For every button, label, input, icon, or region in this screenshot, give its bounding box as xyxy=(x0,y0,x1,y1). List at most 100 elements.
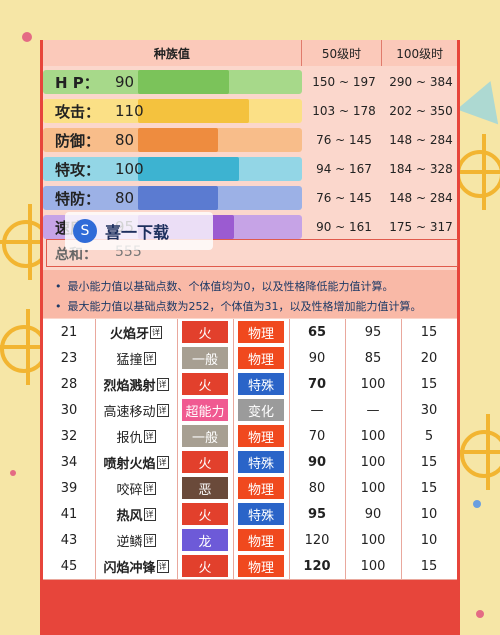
category-badge: 物理 xyxy=(238,529,284,551)
download-watermark[interactable]: S 喜一下载 xyxy=(65,212,213,250)
move-pp: 15 xyxy=(420,454,438,470)
move-type-cell: 一般 xyxy=(177,423,234,449)
move-name-cell: 咬碎详 xyxy=(95,475,178,501)
move-category-cell: 特殊 xyxy=(233,449,290,475)
total-label: 总和： xyxy=(55,247,97,263)
move-pp: 30 xyxy=(420,402,438,418)
move-name[interactable]: 喷射火焰 xyxy=(103,456,156,472)
stat-range-lv50: 94 ~ 167 xyxy=(316,162,372,176)
detail-link-badge[interactable]: 详 xyxy=(143,533,156,547)
category-badge: 物理 xyxy=(238,425,284,447)
detail-link-badge[interactable]: 详 xyxy=(156,403,169,417)
stat-bar xyxy=(138,186,218,210)
stat-bar xyxy=(138,99,249,123)
stats-section: 种族值 50级时 100级时 H P： 90 150 ~ 197 290 ~ 384 攻… xyxy=(43,40,458,320)
move-category-cell: 物理 xyxy=(233,475,290,501)
move-row[interactable]: 28 烈焰溅射详火特殊 70 100 15 xyxy=(43,371,457,398)
stat-range-lv50: 150 ~ 197 xyxy=(312,75,376,89)
move-name[interactable]: 热风 xyxy=(116,508,143,524)
lv100-header: 100级时 xyxy=(396,46,444,61)
move-level: 23 xyxy=(43,345,96,371)
stat-range-lv100: 148 ~ 284 xyxy=(389,133,453,147)
move-name[interactable]: 猛撞 xyxy=(116,352,143,368)
detail-link-badge[interactable]: 详 xyxy=(150,325,162,339)
move-name[interactable]: 逆鳞 xyxy=(116,534,143,550)
move-type-cell: 龙 xyxy=(177,527,234,553)
move-row[interactable]: 34 喷射火焰详火特殊 90 100 15 xyxy=(43,449,457,476)
base-stat-header: 种族值 xyxy=(43,40,302,66)
stat-range-lv100: 202 ~ 350 xyxy=(389,104,453,118)
note-max: 最大能力值以基础点数为252，个体值为31，以及性格增加能力值计算。 xyxy=(55,298,422,314)
move-level: 41 xyxy=(43,501,96,527)
move-name[interactable]: 咬碎 xyxy=(116,482,143,498)
detail-link-badge[interactable]: 详 xyxy=(143,429,156,443)
move-row[interactable]: 21 火焰牙详火物理 65 95 15 xyxy=(43,319,457,346)
move-power: 90 xyxy=(289,449,346,475)
move-accuracy: 100 xyxy=(345,553,402,579)
move-type-cell: 超能力 xyxy=(177,397,234,423)
stat-range-lv100: 175 ~ 317 xyxy=(389,220,453,234)
move-row[interactable]: 45 闪焰冲锋详火物理 120 100 15 xyxy=(43,553,457,580)
detail-link-badge[interactable]: 详 xyxy=(156,455,169,469)
stat-name: 特攻： xyxy=(55,160,101,179)
move-name-cell: 高速移动详 xyxy=(95,397,178,423)
stat-bar xyxy=(138,128,218,152)
lv50-header: 50级时 xyxy=(302,40,383,66)
move-name-cell: 烈焰溅射详 xyxy=(95,371,178,397)
move-category-cell: 物理 xyxy=(233,345,290,371)
stat-range-lv100: 290 ~ 384 xyxy=(389,75,453,89)
move-row[interactable]: 23 猛撞详一般 物理 90 85 20 xyxy=(43,345,457,372)
move-name-cell: 闪焰冲锋详 xyxy=(95,553,178,579)
stat-bar xyxy=(138,157,239,181)
type-badge: 火 xyxy=(182,451,228,473)
move-accuracy: 100 xyxy=(345,475,402,501)
move-row[interactable]: 30 高速移动详超能力 变化 — —30 xyxy=(43,397,457,424)
move-pp: 15 xyxy=(420,558,438,574)
watermark-text: 喜一下载 xyxy=(105,223,170,242)
detail-link-badge[interactable]: 详 xyxy=(143,351,156,365)
dot-decoration xyxy=(473,500,481,508)
move-pp: 10 xyxy=(420,506,438,522)
type-badge: 火 xyxy=(182,503,228,525)
move-row[interactable]: 32 报仇详一般 物理 70 100 5 xyxy=(43,423,457,450)
detail-link-badge[interactable]: 详 xyxy=(156,377,169,391)
move-pp: 15 xyxy=(420,324,438,340)
detail-link-badge[interactable]: 详 xyxy=(156,559,169,573)
detail-link-badge[interactable]: 详 xyxy=(143,507,156,521)
detail-link-badge[interactable]: 详 xyxy=(143,481,156,495)
move-category-cell: 变化 xyxy=(233,397,290,423)
move-name[interactable]: 高速移动 xyxy=(103,404,156,420)
move-type-cell: 火 xyxy=(177,449,234,475)
notes-box: 最小能力值以基础点数、个体值均为0，以及性格降低能力值计算。 最大能力值以基础点… xyxy=(43,270,457,318)
move-type-cell: 火 xyxy=(177,319,234,345)
move-type-cell: 火 xyxy=(177,371,234,397)
move-row[interactable]: 43 逆鳞详龙物理 120 100 10 xyxy=(43,527,457,554)
stat-row: 防御： 80 76 ~ 145 148 ~ 284 xyxy=(43,126,457,154)
stat-value: 90 xyxy=(115,73,135,91)
move-name[interactable]: 火焰牙 xyxy=(109,326,149,342)
move-name[interactable]: 闪焰冲锋 xyxy=(103,560,156,576)
category-badge: 变化 xyxy=(238,399,284,421)
move-pp: 15 xyxy=(420,376,438,392)
move-power: 70 xyxy=(289,423,346,449)
move-accuracy: 100 xyxy=(345,371,402,397)
move-pp: 20 xyxy=(420,350,438,366)
move-accuracy: 100 xyxy=(345,527,402,553)
dot-decoration xyxy=(10,470,16,476)
type-badge: 一般 xyxy=(182,347,228,369)
category-badge: 物理 xyxy=(238,555,284,577)
category-badge: 物理 xyxy=(238,321,284,343)
total-row: 总和： 555 xyxy=(46,239,458,267)
move-accuracy: 100 xyxy=(345,423,402,449)
move-accuracy: 95 xyxy=(345,319,402,345)
move-name-cell: 热风详 xyxy=(95,501,178,527)
move-name-cell: 火焰牙详 xyxy=(95,319,178,345)
move-row[interactable]: 41 热风详火特殊 95 90 10 xyxy=(43,501,457,528)
move-row[interactable]: 39 咬碎详恶物理 80 100 15 xyxy=(43,475,457,502)
move-name[interactable]: 报仇 xyxy=(116,430,143,446)
stat-row: 攻击： 110 103 ~ 178 202 ~ 350 xyxy=(43,97,457,125)
move-level: 43 xyxy=(43,527,96,553)
move-name[interactable]: 烈焰溅射 xyxy=(103,378,156,394)
stat-range-lv100: 184 ~ 328 xyxy=(389,162,453,176)
stat-bar xyxy=(138,70,229,94)
